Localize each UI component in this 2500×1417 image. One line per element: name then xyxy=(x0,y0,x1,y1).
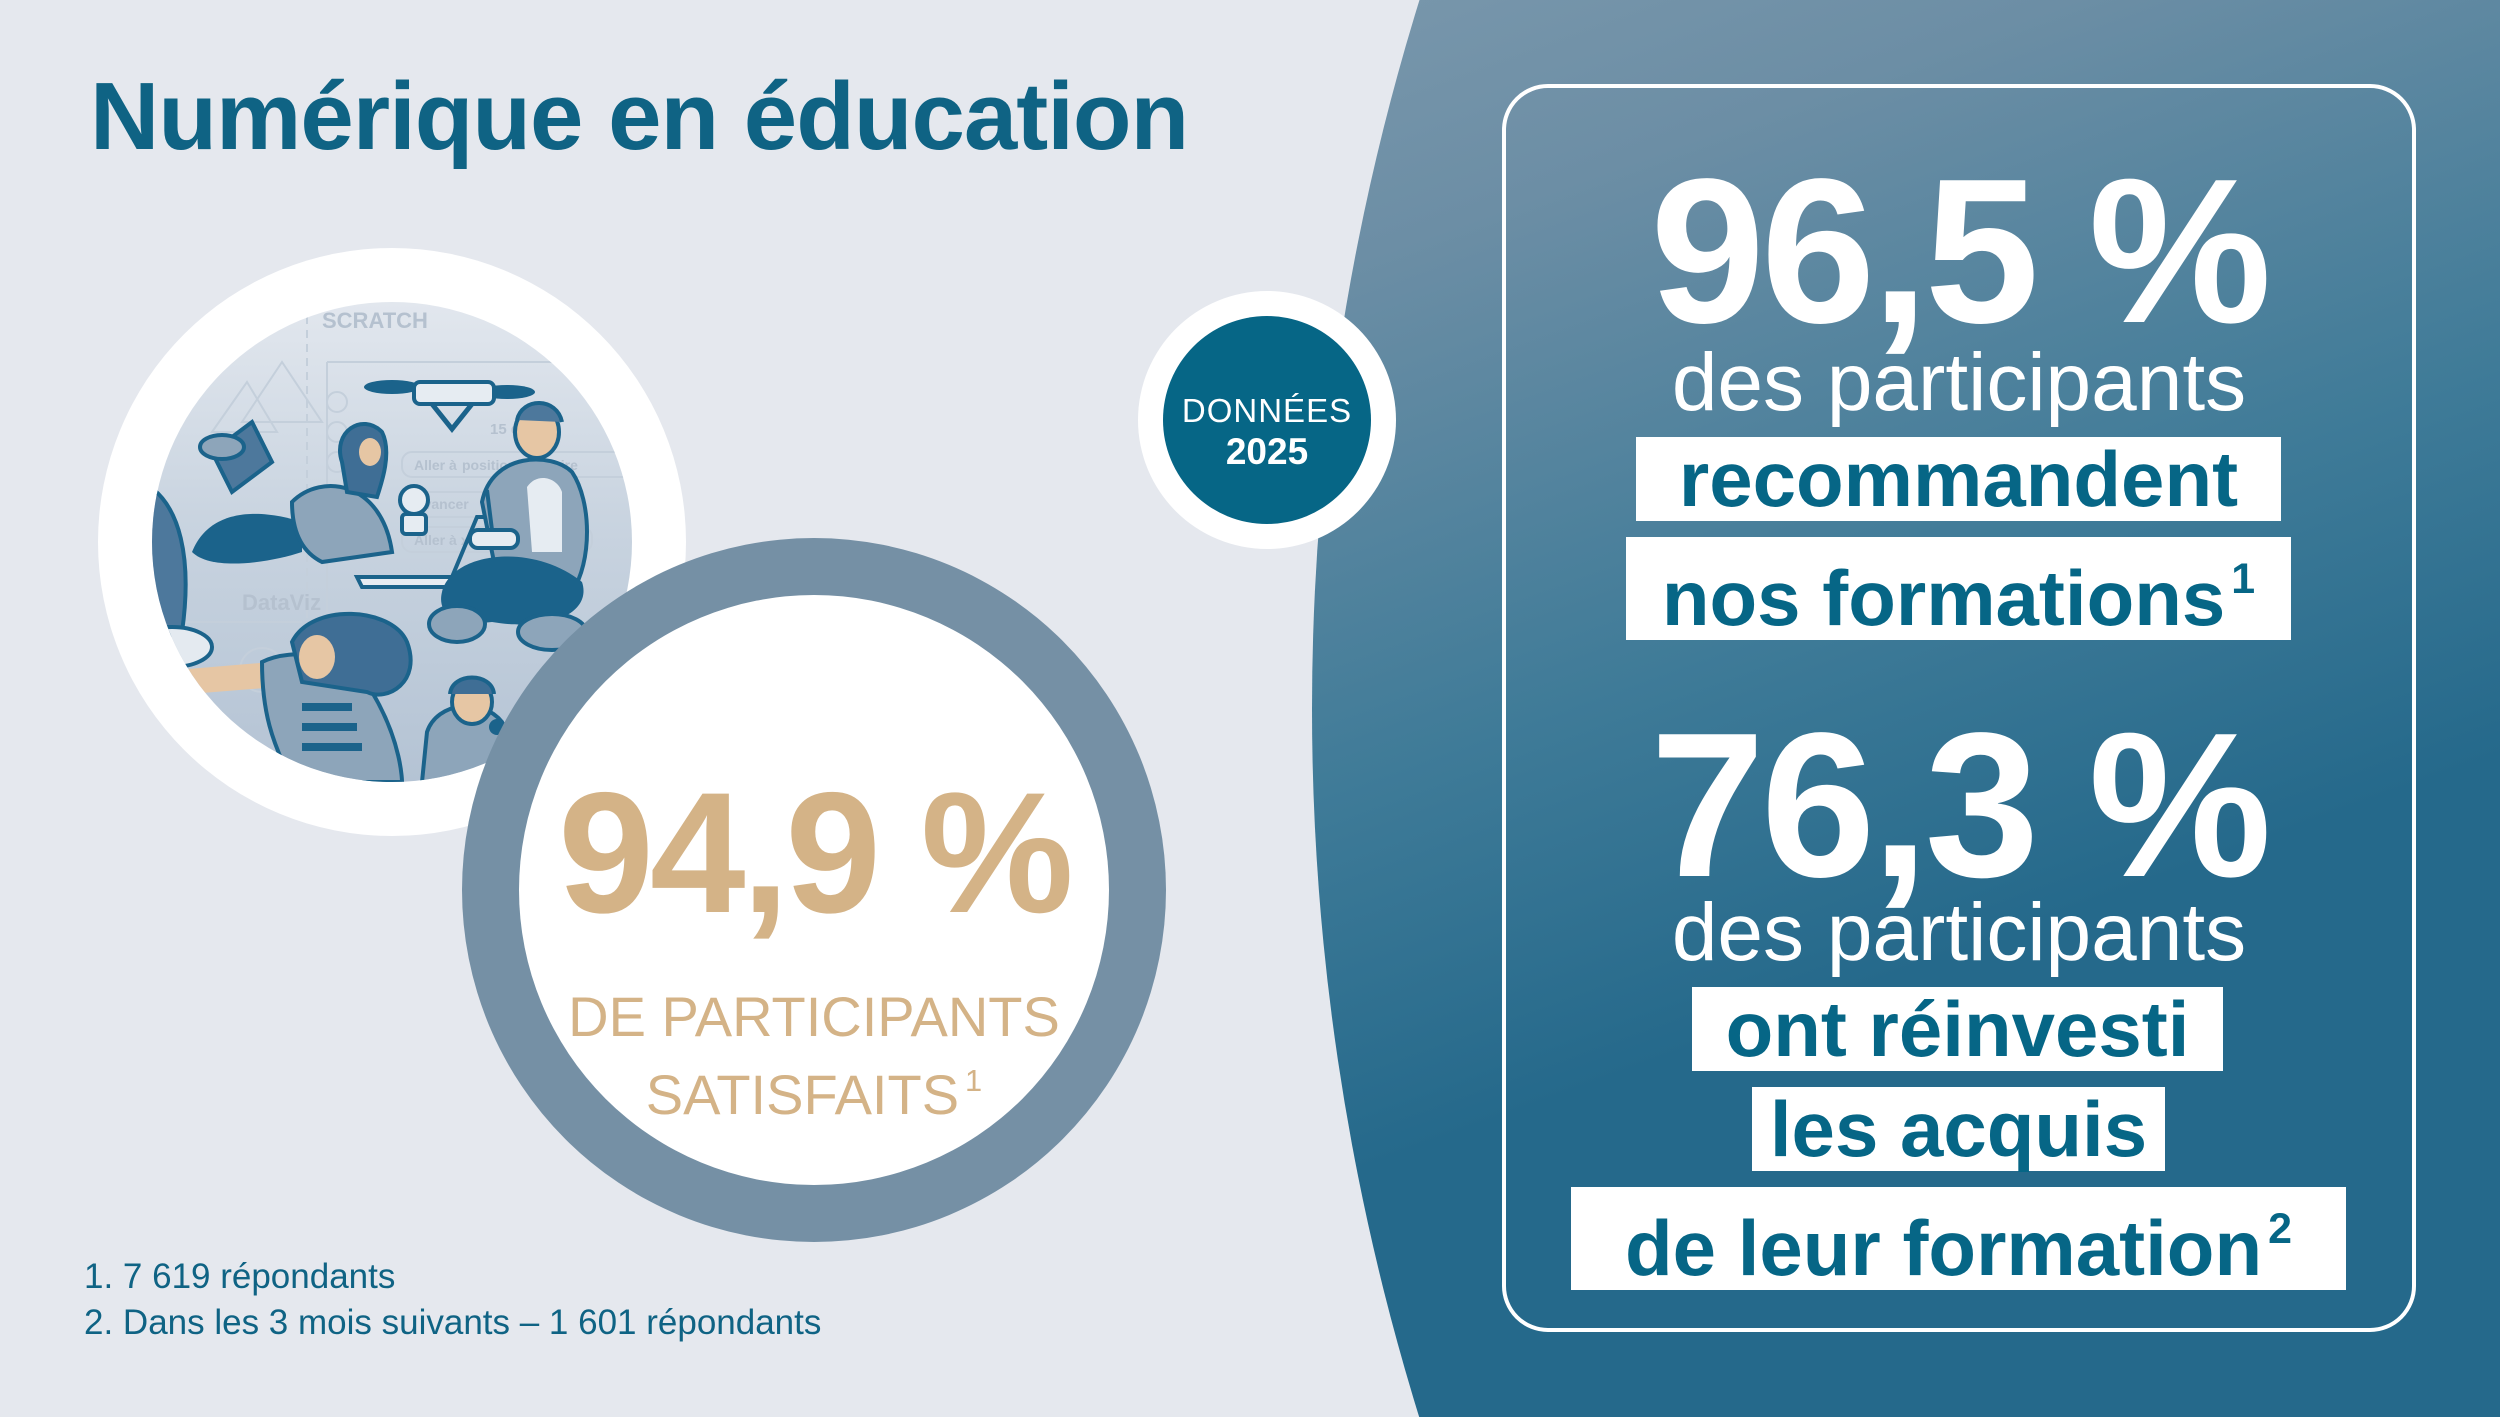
footnote-2: 2. Dans les 3 mois suivants – 1 601 répo… xyxy=(84,1303,822,1342)
recommend-highlight-line1: recommandent xyxy=(1636,437,2281,521)
robot-icon xyxy=(398,484,430,536)
illustration-label: SCRATCH xyxy=(322,308,428,333)
badge-label: DONNÉES xyxy=(1181,392,1353,429)
footnote-1: 1. 7 619 répondants xyxy=(84,1257,396,1296)
satisfaction-caption-line1: DE PARTICIPANTS xyxy=(568,985,1060,1048)
footnote-ref: 2 xyxy=(2268,1205,2292,1253)
stats-box: 96,5 % des participants recommandent nos… xyxy=(1502,84,2416,1332)
svg-text:Aller à x:: Aller à x: xyxy=(414,532,473,548)
reinvest-value: 76,3 % xyxy=(1650,690,2271,920)
footnotes: 1. 7 619 répondants 2. Dans les 3 mois s… xyxy=(84,1254,821,1346)
right-gradient-panel xyxy=(1312,0,2500,1417)
svg-text:DataViz: DataViz xyxy=(242,590,321,615)
satisfaction-value: 94,9 % xyxy=(558,757,1073,949)
illustration-icon: SCRATCH 15 degrés Aller à position aléat… xyxy=(152,302,632,782)
reinvest-highlight-line1: ont réinvesti xyxy=(1692,987,2223,1071)
reinvest-highlight-line2: les acquis xyxy=(1752,1087,2165,1171)
reinvest-highlight-line3: de leur formation 2 xyxy=(1571,1187,2346,1291)
recommend-value: 96,5 % xyxy=(1650,136,2271,366)
recommend-lead: des participants xyxy=(1671,337,2247,428)
satisfaction-caption: DE PARTICIPANTS SATISFAITS 1 xyxy=(519,985,1109,1127)
footnote-ref: 1 xyxy=(965,1063,983,1098)
recommend-highlight-line2: nos formations 1 xyxy=(1626,537,2291,641)
badge-year: 2025 xyxy=(1225,431,1309,472)
drone-icon xyxy=(364,380,535,434)
satisfaction-stat-circle: 94,9 % DE PARTICIPANTS SATISFAITS 1 xyxy=(462,538,1166,1242)
data-year-badge: DONNÉES 2025 xyxy=(1138,291,1396,549)
data-year-badge-inner: DONNÉES 2025 xyxy=(1163,316,1371,524)
svg-text:Aller à: Aller à xyxy=(414,457,457,473)
reinvest-lead: des participants xyxy=(1671,887,2247,978)
footnote-ref: 1 xyxy=(2231,555,2256,603)
page-title: Numérique en éducation xyxy=(90,63,1189,170)
satisfaction-caption-line2: SATISFAITS 1 xyxy=(645,1063,983,1127)
satisfaction-stat-inner: 94,9 % DE PARTICIPANTS SATISFAITS 1 xyxy=(519,595,1109,1185)
